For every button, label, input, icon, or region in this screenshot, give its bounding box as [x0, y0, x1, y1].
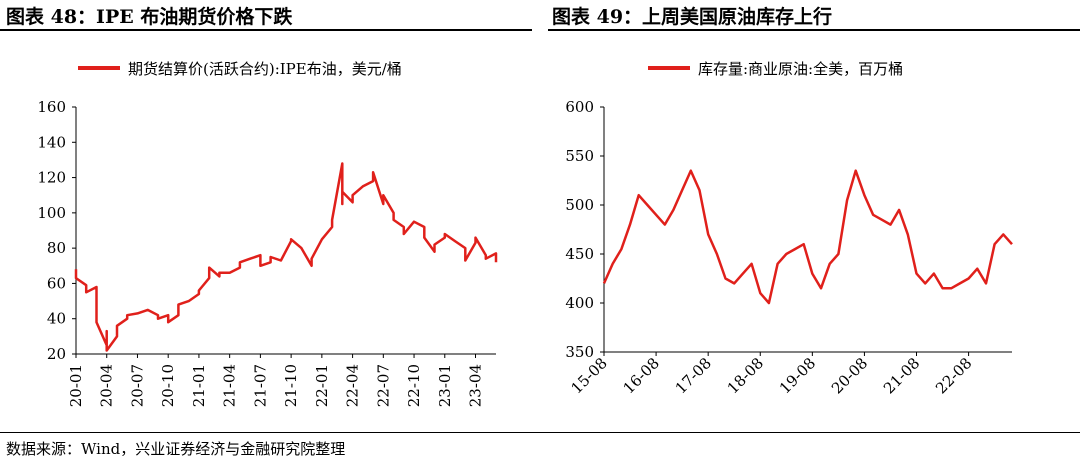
x-tick-label: 16-08 — [620, 354, 663, 397]
title-rule-right — [548, 29, 1080, 31]
x-tick-label: 20-10 — [159, 364, 177, 407]
legend: 库存量:商业原油:全美，百万桶 — [648, 60, 903, 78]
legend-label: 期货结算价(活跃合约):IPE布油，美元/桶 — [128, 60, 402, 78]
y-tick-label: 60 — [47, 274, 66, 292]
y-tick-label: 120 — [37, 169, 66, 187]
y-tick-label: 450 — [565, 245, 594, 263]
brent-price-chart: 期货结算价(活跃合约):IPE布油，美元/桶 20 40 60 80 100 120 140 1… — [37, 60, 498, 407]
y-tick-label: 80 — [47, 239, 66, 257]
x-tick-label: 21-10 — [282, 364, 300, 407]
x-tick-label: 20-07 — [128, 364, 146, 407]
y-tick-label: 40 — [47, 310, 66, 328]
x-tick-label: 20-04 — [98, 364, 116, 407]
y-tick-label: 400 — [565, 294, 594, 312]
y-tick-label: 550 — [565, 147, 594, 165]
x-tick-label: 20-08 — [828, 354, 871, 397]
x-tick-label: 22-04 — [344, 364, 362, 407]
y-tick-label: 100 — [37, 204, 66, 222]
y-tick-label: 600 — [565, 98, 594, 116]
y-tick-label: 350 — [565, 343, 594, 361]
y-tick-label: 20 — [47, 345, 66, 363]
data-source-note: 数据来源：Wind，兴业证券经济与金融研究院整理 — [6, 440, 346, 458]
x-tick-label: 22-07 — [374, 364, 392, 407]
x-tick-label: 22-01 — [313, 364, 331, 407]
x-tick-label: 21-04 — [221, 364, 239, 407]
footer-rule — [0, 432, 1080, 433]
title-rule-left — [0, 29, 532, 31]
legend-label: 库存量:商业原油:全美，百万桶 — [698, 60, 903, 78]
x-tick-label: 19-08 — [776, 354, 819, 397]
x-tick-label: 21-08 — [880, 354, 923, 397]
x-tick-label: 21-07 — [251, 364, 269, 407]
x-tick-label: 22-08 — [932, 354, 975, 397]
y-tick-label: 500 — [565, 196, 594, 214]
x-tick-label: 18-08 — [724, 354, 767, 397]
x-tick-label: 20-01 — [67, 364, 85, 407]
x-tick-label: 23-04 — [467, 364, 485, 407]
x-tick-label: 23-01 — [436, 364, 454, 407]
legend: 期货结算价(活跃合约):IPE布油，美元/桶 — [78, 60, 402, 78]
x-tick-label: 21-01 — [190, 364, 208, 407]
series-line — [74, 162, 498, 352]
chart-title-right: 图表 49：上周美国原油库存上行 — [552, 6, 833, 28]
x-tick-label: 17-08 — [672, 354, 715, 397]
series-line — [602, 169, 1013, 305]
x-tick-label: 22-10 — [405, 364, 423, 407]
y-tick-label: 160 — [37, 98, 66, 116]
y-tick-label: 140 — [37, 133, 66, 151]
chart-title-left: 图表 48：IPE 布油期货价格下跌 — [6, 6, 293, 28]
